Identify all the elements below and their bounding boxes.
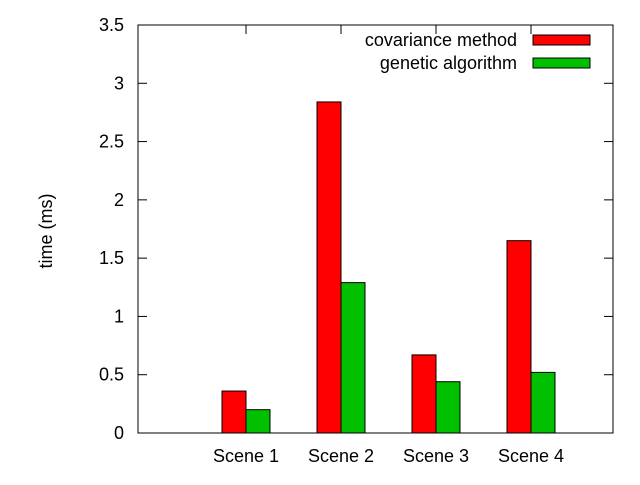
legend-swatch <box>532 57 591 69</box>
legend: covariance method genetic algorithm <box>365 30 591 73</box>
y-tick-label: 2 <box>114 190 124 210</box>
bar-genetic-3 <box>435 381 461 434</box>
x-tick-label: Scene 1 <box>213 446 279 466</box>
y-tick-label: 1 <box>114 306 124 326</box>
bar-covariance-1 <box>221 390 247 434</box>
y-tick-label: 3 <box>114 73 124 93</box>
y-tick-label: 0 <box>114 423 124 443</box>
y-tick-label: 1.5 <box>99 248 124 268</box>
plot-frame <box>137 24 614 434</box>
x-tick-label: Scene 2 <box>308 446 374 466</box>
legend-label: genetic algorithm <box>380 53 517 73</box>
y-axis-label: time (ms) <box>36 194 56 269</box>
bar-covariance-4 <box>506 240 532 434</box>
y-tick-label: 0.5 <box>99 365 124 385</box>
bar-genetic-2 <box>340 282 366 434</box>
y-tick-label: 3.5 <box>99 15 124 35</box>
legend-swatch <box>532 34 591 46</box>
bar-genetic-1 <box>245 409 271 434</box>
y-tick-label: 2.5 <box>99 132 124 152</box>
axes-layer: 0 0.5 1 1.5 2 2.5 3 3.5 Scene 1 Scene 2 Scene 3 Sce… <box>99 15 614 466</box>
bar-genetic-4 <box>530 371 556 434</box>
bar-covariance-2 <box>316 101 342 434</box>
legend-label: covariance method <box>365 30 517 50</box>
x-tick-label: Scene 3 <box>403 446 469 466</box>
bars-layer <box>221 101 556 434</box>
x-tick-label: Scene 4 <box>498 446 564 466</box>
bar-covariance-3 <box>411 354 437 434</box>
